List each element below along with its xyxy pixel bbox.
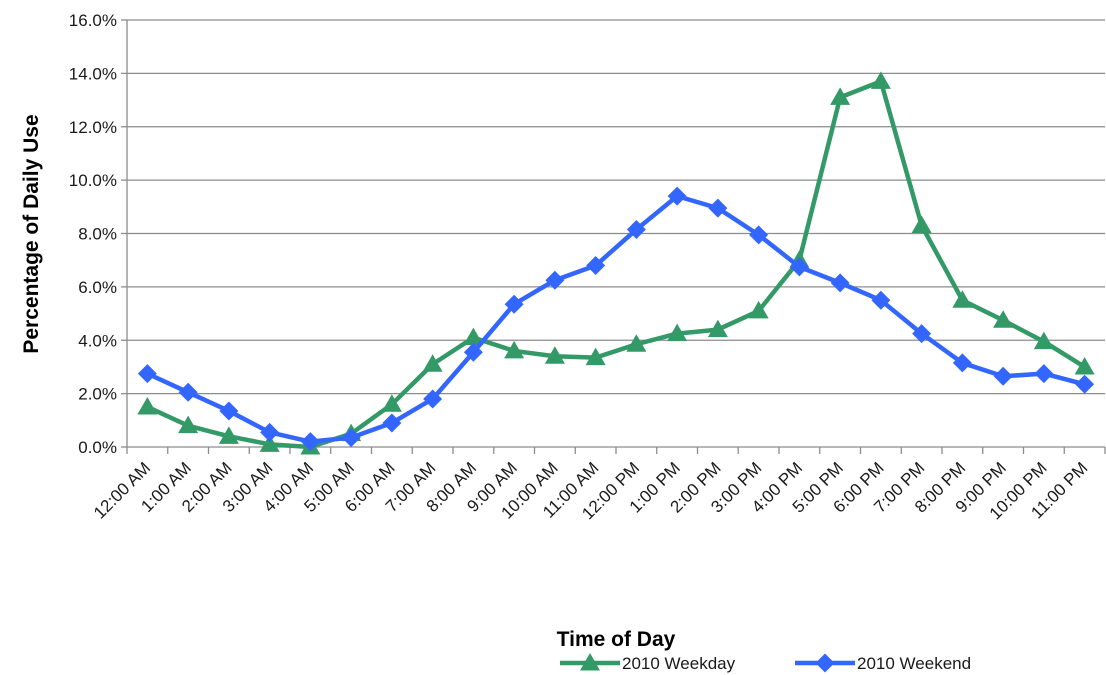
- y-tick-label: 16.0%: [69, 11, 117, 30]
- diamond-marker: [178, 382, 198, 402]
- series-2010-weekend: [137, 186, 1095, 452]
- axes: [121, 19, 1106, 454]
- diamond-marker: [382, 413, 402, 433]
- diamond-marker: [504, 294, 524, 314]
- triangle-marker: [259, 434, 280, 452]
- diamond-marker: [667, 186, 687, 206]
- diamond-marker: [993, 366, 1013, 386]
- series-2010-weekday: [137, 71, 1095, 455]
- diamond-marker: [423, 389, 443, 409]
- diamond-marker: [463, 342, 483, 362]
- triangle-marker: [1074, 356, 1095, 375]
- diamond-marker: [1034, 364, 1054, 384]
- y-tick-labels: 0.0% 2.0% 4.0% 6.0% 8.0% 10.0% 12.0% 14.0% 16.0%: [69, 11, 117, 457]
- gridlines: [127, 19, 1105, 395]
- triangle-marker: [218, 426, 239, 444]
- triangle-marker: [626, 334, 647, 352]
- diamond-marker: [1075, 374, 1095, 394]
- y-tick-label: 4.0%: [78, 331, 117, 350]
- diamond-marker: [952, 353, 972, 373]
- y-axis-title: Percentage of Daily Use: [20, 114, 43, 353]
- x-tick-labels: 12:00 AM1:00 AM2:00 AM3:00 AM4:00 AM5:00…: [90, 458, 1091, 523]
- series-line: [146, 79, 1086, 450]
- diamond-marker: [300, 432, 320, 452]
- x-axis-title: Time of Day: [557, 628, 676, 651]
- legend: 2010 Weekday 2010 Weekend: [560, 653, 971, 673]
- series-group: [137, 71, 1095, 455]
- diamond-marker: [260, 422, 280, 442]
- diamond-marker: [789, 257, 809, 277]
- triangle-marker: [422, 354, 443, 372]
- y-tick-label: 0.0%: [78, 438, 117, 457]
- diamond-marker: [830, 273, 850, 293]
- triangle-marker: [463, 327, 484, 346]
- y-tick-label: 8.0%: [78, 225, 117, 244]
- diamond-marker: [219, 401, 239, 421]
- triangle-marker: [830, 87, 851, 105]
- triangle-marker: [952, 290, 973, 308]
- triangle-marker: [870, 71, 891, 89]
- triangle-marker: [707, 319, 728, 338]
- diamond-marker: [586, 256, 606, 276]
- diamond-marker: [545, 270, 565, 290]
- triangle-marker: [381, 394, 402, 412]
- y-tick-label: 2.0%: [78, 385, 117, 404]
- triangle-marker: [748, 300, 769, 319]
- legend-label: 2010 Weekend: [857, 654, 971, 673]
- triangle-marker: [580, 653, 600, 671]
- triangle-marker: [1033, 331, 1054, 350]
- y-tick-label: 6.0%: [78, 278, 117, 297]
- triangle-marker: [993, 310, 1014, 328]
- triangle-marker: [544, 346, 565, 364]
- triangle-marker: [137, 396, 158, 415]
- y-tick-label: 12.0%: [69, 118, 117, 137]
- triangle-marker: [504, 340, 525, 359]
- legend-item: 2010 Weekday: [560, 653, 736, 673]
- diamond-marker: [341, 428, 361, 448]
- diamond-marker: [626, 219, 646, 239]
- y-tick-label: 14.0%: [69, 64, 117, 83]
- triangle-marker: [178, 415, 199, 434]
- diamond-marker: [912, 324, 932, 344]
- x-tick-label: 12:00 AM: [90, 458, 154, 522]
- diamond-marker: [708, 198, 728, 218]
- diamond-marker: [815, 653, 835, 673]
- legend-item: 2010 Weekend: [795, 653, 971, 673]
- triangle-marker: [585, 347, 606, 366]
- legend-label: 2010 Weekday: [622, 654, 736, 673]
- diamond-marker: [871, 290, 891, 310]
- triangle-marker: [911, 215, 932, 233]
- diamond-marker: [137, 364, 157, 384]
- triangle-marker: [667, 323, 688, 342]
- diamond-marker: [749, 225, 769, 245]
- y-tick-label: 10.0%: [69, 171, 117, 190]
